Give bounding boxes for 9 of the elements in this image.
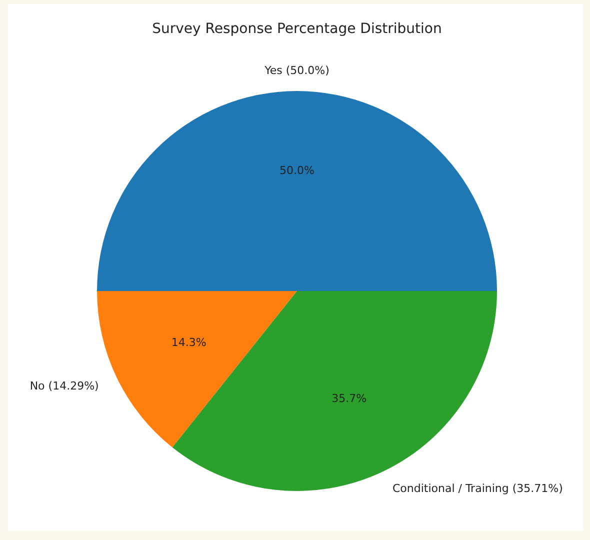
- pie-slice: [97, 91, 497, 291]
- pie-slice: [97, 291, 297, 448]
- slice-label: Conditional / Training (35.71%): [392, 482, 563, 496]
- slice-label: Yes (50.0%): [264, 64, 330, 78]
- data-label: 50.0%: [280, 164, 314, 178]
- chart-title: Survey Response Percentage Distribution: [152, 21, 442, 37]
- data-label: 14.3%: [171, 336, 206, 350]
- data-label: 35.7%: [332, 392, 367, 406]
- slice-label: No (14.29%): [30, 379, 99, 392]
